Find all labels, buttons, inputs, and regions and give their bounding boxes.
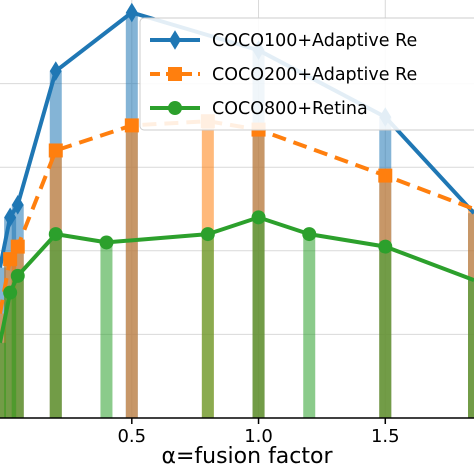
marker-0-3 (49, 61, 62, 81)
legend-marker-1 (168, 67, 182, 81)
bar-1-4 (125, 125, 138, 419)
x-axis-label: α=fusion factor (161, 444, 333, 469)
legend-label-2: COCO800+Retina (212, 99, 368, 119)
legend-marker-0 (169, 30, 181, 50)
marker-2-5 (200, 227, 215, 242)
bar-2-8 (379, 246, 392, 418)
x-tick-label-2: 1.5 (371, 426, 400, 447)
marker-2-2 (10, 268, 25, 283)
legend-label-0: COCO100+Adaptive Re (212, 31, 417, 51)
bar-2-3 (49, 234, 62, 418)
marker-2-3 (48, 227, 63, 242)
marker-1-3 (48, 143, 63, 158)
marker-0-1 (4, 207, 17, 228)
marker-2-8 (378, 239, 393, 254)
bar-2-0 (0, 342, 6, 418)
bar-2-9 (468, 280, 474, 418)
marker-1-7 (378, 168, 393, 183)
marker-2-4 (99, 235, 114, 250)
marker-0-2 (11, 195, 24, 215)
bar-2-4 (100, 242, 113, 418)
x-ticks: 0.5 1.0 1.5 (117, 418, 400, 447)
series-line-2 (0, 215, 474, 344)
legend-marker-2 (168, 101, 182, 115)
marker-0-4 (125, 2, 138, 23)
marker-1-1 (3, 252, 18, 267)
legend-box (139, 17, 474, 131)
marker-2-1 (3, 285, 18, 300)
bar-2-7 (303, 234, 316, 418)
series-line-1 (0, 119, 474, 314)
marker-2-6 (251, 210, 266, 225)
bar-2-2 (11, 275, 24, 418)
x-tick-label-0: 0.5 (117, 426, 146, 447)
bar-2-6 (252, 217, 265, 418)
marker-1-4 (124, 118, 139, 133)
marker-2-7 (302, 227, 317, 242)
legend: COCO100+Adaptive Re COCO200+Adaptive Re CO… (139, 17, 474, 131)
marker-1-2 (10, 239, 25, 254)
bar-2-5 (201, 234, 214, 418)
legend-label-1: COCO200+Adaptive Re (212, 65, 417, 85)
x-tick-label-1: 1.0 (244, 426, 273, 447)
